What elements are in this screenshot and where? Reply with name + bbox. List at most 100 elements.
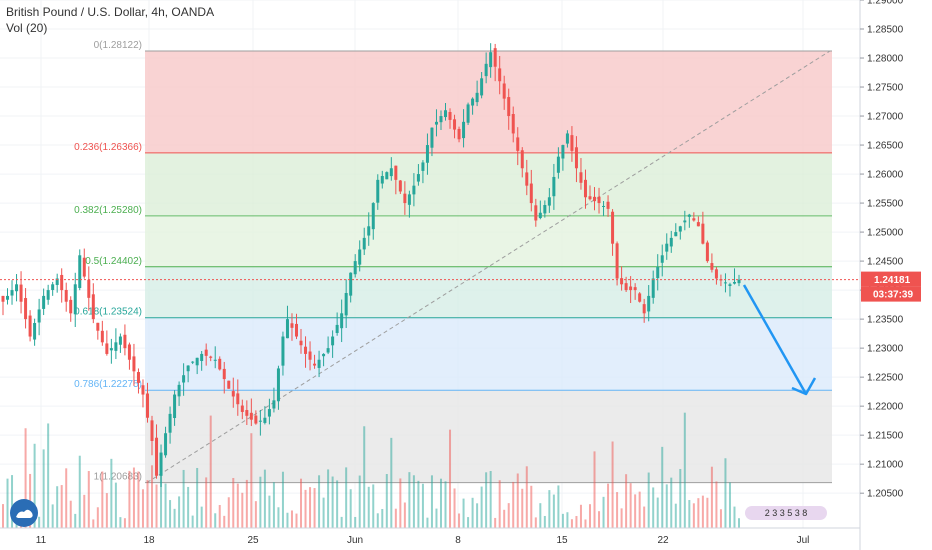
candle-body xyxy=(629,286,633,291)
volume-bar xyxy=(566,512,569,528)
candle-body xyxy=(597,196,601,204)
candle-body xyxy=(353,261,357,275)
candle-body xyxy=(647,295,651,312)
candle-body xyxy=(123,334,127,349)
volume-bar xyxy=(295,513,298,528)
fib-zone xyxy=(145,390,832,483)
candle-body xyxy=(91,294,95,320)
candle-body xyxy=(73,284,77,315)
candle-body xyxy=(186,365,190,372)
candle-body xyxy=(543,205,547,214)
volume-bar xyxy=(132,467,135,528)
candle-body xyxy=(434,121,438,125)
candle-body xyxy=(150,420,154,441)
candle-body xyxy=(182,375,186,383)
candle-body xyxy=(511,114,515,134)
time-tick-label: Jun xyxy=(347,535,363,546)
candle-body xyxy=(462,121,466,139)
volume-bar xyxy=(516,473,519,528)
time-tick-label: 25 xyxy=(247,535,259,546)
candle-body xyxy=(82,257,86,277)
volume-bar xyxy=(453,488,456,528)
candle-body xyxy=(412,185,416,195)
candle-body xyxy=(78,255,82,288)
candle-body xyxy=(249,412,253,420)
price-tick-label: 1.27000 xyxy=(867,112,904,123)
volume-bar xyxy=(530,485,533,528)
volume-bar xyxy=(218,505,221,528)
candle-body xyxy=(705,242,709,262)
volume-bar xyxy=(439,478,442,528)
volume-bar xyxy=(56,486,59,528)
volume-bar xyxy=(191,515,194,528)
candle-body xyxy=(516,137,520,151)
candle-body xyxy=(46,290,50,300)
volume-bar xyxy=(390,437,393,528)
volume-bar xyxy=(340,516,343,528)
candle-body xyxy=(6,295,10,300)
volume-bar xyxy=(692,503,695,528)
volume-bar xyxy=(345,467,348,528)
candle-body xyxy=(633,287,637,291)
volume-bar xyxy=(322,497,325,528)
volume-bar xyxy=(69,500,72,528)
volume-bar xyxy=(272,482,275,528)
candle-body xyxy=(114,342,118,351)
volume-bar xyxy=(417,480,420,528)
candle-body xyxy=(200,353,204,361)
candle-body xyxy=(145,393,149,418)
volume-bar xyxy=(706,497,709,528)
volume-bar xyxy=(2,504,4,528)
volume-bar xyxy=(169,500,172,528)
candle-body xyxy=(732,281,736,284)
volume-bar xyxy=(227,497,230,528)
volume-bar xyxy=(652,487,655,528)
fib-zone xyxy=(145,215,832,267)
volume-bar xyxy=(60,485,63,528)
fib-label: 0.5(1.24402) xyxy=(85,256,142,267)
tradingview-logo-icon[interactable] xyxy=(10,499,38,527)
volume-bar xyxy=(715,481,718,528)
volume-bar xyxy=(128,470,131,528)
candle-body xyxy=(547,197,551,206)
candle-body xyxy=(24,298,28,320)
volume-bar xyxy=(363,426,366,528)
volume-bar xyxy=(507,503,510,528)
candle-body xyxy=(579,172,583,183)
volume-bar xyxy=(209,415,212,528)
candle-body xyxy=(471,98,475,106)
volume-bar xyxy=(629,483,632,528)
events-badge[interactable]: 2 3 3 5 3 8 xyxy=(745,506,827,520)
volume-bar xyxy=(87,471,90,528)
volume-bar xyxy=(327,469,330,528)
volume-bar xyxy=(616,492,619,528)
volume-bar xyxy=(430,475,433,528)
volume-bar xyxy=(561,513,564,528)
time-tick-label: 11 xyxy=(36,535,47,546)
candle-body xyxy=(602,205,606,207)
candle-body xyxy=(489,52,493,68)
volume-bar xyxy=(602,496,605,528)
volume-bar xyxy=(11,475,14,528)
volume-bar xyxy=(444,481,447,528)
candle-body xyxy=(651,278,655,298)
candle-body xyxy=(349,272,353,296)
volume-bar xyxy=(385,474,388,528)
candle-body xyxy=(290,323,294,328)
candle-body xyxy=(403,193,407,204)
volume-bar xyxy=(426,517,429,528)
projection-arrowhead xyxy=(791,377,817,396)
candle-body xyxy=(1,295,5,302)
volume-bar xyxy=(318,475,321,528)
volume-bar xyxy=(286,512,289,528)
price-tick-label: 1.27500 xyxy=(867,83,904,94)
candle-body xyxy=(606,201,610,209)
volume-bar xyxy=(471,497,474,528)
candle-body xyxy=(466,104,470,123)
candle-body xyxy=(593,196,597,202)
candle-body xyxy=(425,145,429,163)
volume-bar xyxy=(223,515,226,528)
candle-body xyxy=(218,358,222,370)
